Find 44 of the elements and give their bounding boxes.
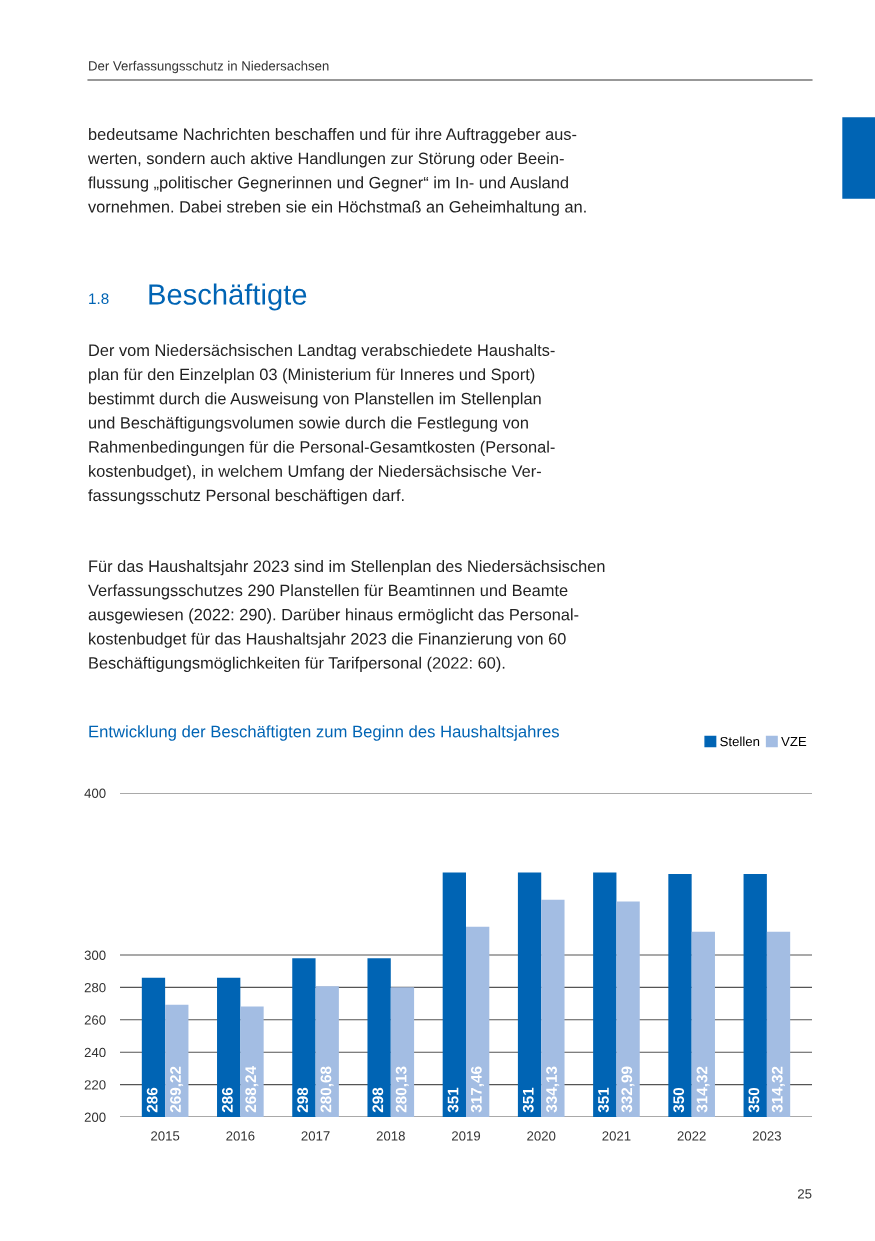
chart-title: Entwicklung der Beschäftigten zum Beginn des Haushaltsjahres <box>89 725 559 741</box>
data-label: 350 <box>748 1087 760 1113</box>
text: Der Verfassungsschutz in Niedersachsen <box>89 60 329 74</box>
text: Für das Haushaltsjahr 2023 sind im Stellenplan des Niedersächsischen Verfassungsschutzes 290 Planstellen für Beamtinnen und Beamte ausgewiesen (2022: 290). Darüber hinaus ermöglicht das Personal- kostenbudget für das Haushaltsjahr 2023 die Finanzierung von 60 Beschäftigungsmöglichkeiten für Tarifpersonal (2022: 60). <box>88 560 605 673</box>
x-tick-label: 2017 <box>301 1131 330 1141</box>
data-label: 280,68 <box>320 1066 334 1113</box>
data-label: 314,32 <box>696 1066 710 1113</box>
data-label: 351 <box>447 1087 459 1113</box>
y-tick-label: 240 <box>84 1047 106 1058</box>
text: 25 <box>797 1189 812 1199</box>
y-tick-label: 280 <box>84 982 106 993</box>
data-label: 314,32 <box>771 1066 785 1113</box>
x-tick-label: 2021 <box>602 1131 631 1141</box>
x-tick-label: 2018 <box>376 1131 405 1141</box>
x-tick-label: 2015 <box>151 1131 180 1141</box>
text: 1.8 <box>89 293 109 305</box>
y-tick-label: 300 <box>84 950 106 960</box>
data-label: 269,22 <box>170 1066 184 1113</box>
legend-label: Stellen <box>720 736 760 747</box>
data-label: 286 <box>221 1087 233 1113</box>
legend-label: VZE <box>781 737 807 747</box>
data-label: 332,99 <box>621 1066 635 1113</box>
data-label: 280,13 <box>395 1066 409 1113</box>
data-label: 351 <box>522 1087 534 1113</box>
y-tick-label: 400 <box>84 788 106 798</box>
x-tick-label: 2016 <box>226 1131 255 1141</box>
text: bedeutsame Nachrichten beschaffen und für ihre Auftraggeber aus- werten, sondern auch aktive Handlungen zur Störung oder Beein- flussung „politischer Gegnerinnen und Gegner“ im In- und Ausland vornehmen. Dabei streben sie ein Höchstmaß an Geheimhaltung an. <box>87 128 586 216</box>
x-tick-label: 2019 <box>451 1131 481 1141</box>
data-label: 351 <box>598 1087 609 1113</box>
x-tick-label: 2023 <box>752 1131 781 1141</box>
y-tick-label: 220 <box>84 1080 106 1090</box>
data-label: 268,24 <box>245 1066 259 1113</box>
text: Beschäftigte <box>149 283 307 311</box>
text: Der vom Niedersächsischen Landtag verabschiedete Haushalts- plan für den Einzelplan 03 (Ministerium für Inneres und Sport) bestimmt durch die Ausweisung von Planstellen im Stellenplan und Beschäftigungsvolumen sowie durch die Festlegung von Rahmenbedingungen für die Personal-Gesamtkosten (Personal- kostenbudget), in welchem Umfang der Niedersächsische Ver- fassungsschutz Personal beschäftigen darf. <box>88 344 555 505</box>
data-label: 298 <box>372 1087 384 1113</box>
data-label: 334,13 <box>546 1066 560 1113</box>
x-tick-label: 2020 <box>527 1131 556 1141</box>
y-tick-label: 200 <box>84 1112 106 1122</box>
data-label: 286 <box>146 1087 158 1113</box>
data-label: 317,46 <box>470 1066 484 1113</box>
y-tick-label: 260 <box>84 1015 106 1025</box>
data-label: 298 <box>297 1087 309 1113</box>
x-tick-label: 2022 <box>677 1131 706 1141</box>
data-label: 350 <box>673 1087 685 1113</box>
